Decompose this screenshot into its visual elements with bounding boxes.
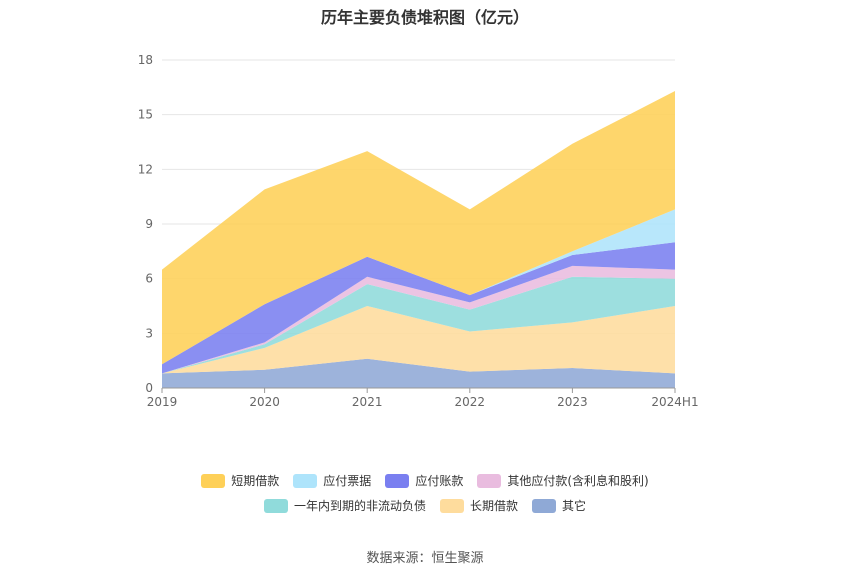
- y-tick-label: 3: [145, 326, 153, 340]
- x-tick-label: 2021: [352, 395, 383, 409]
- legend-label: 短期借款: [231, 474, 280, 488]
- area-series-6: [162, 91, 675, 365]
- y-tick-label: 18: [138, 53, 153, 67]
- legend-row-1: 短期借款 应付票据 应付账款 其他应付款(含利息和股利): [0, 472, 850, 489]
- y-axis-labels: 0 3 6 9 12 15 18: [138, 53, 153, 395]
- legend-swatch: [385, 473, 410, 488]
- legend-label: 长期借款: [469, 499, 518, 513]
- legend-label: 应付账款: [415, 474, 464, 488]
- legend-row-2: 一年内到期的非流动负债 长期借款 其它: [0, 497, 850, 514]
- legend-item[interactable]: 短期借款: [201, 472, 279, 489]
- legend-swatch: [293, 473, 318, 488]
- area-series-3: [162, 265, 675, 374]
- x-axis-labels: 2019 2020 2021 2022 2023 2024H1: [147, 395, 699, 409]
- chart-title: 历年主要负债堆积图（亿元）: [320, 8, 529, 27]
- legend-label: 应付票据: [323, 474, 372, 488]
- area-series-0: [162, 358, 675, 388]
- y-tick-label: 0: [145, 381, 153, 395]
- y-tick-label: 15: [138, 108, 153, 122]
- legend-swatch: [263, 498, 288, 513]
- source-note: 数据来源：恒生聚源: [366, 551, 484, 566]
- x-tick-label: 2020: [249, 395, 280, 409]
- y-tick-label: 9: [145, 217, 153, 231]
- x-tick-label: 2019: [147, 395, 178, 409]
- legend: 短期借款 应付票据 应付账款 其他应付款(含利息和股利) 一年内到期的非流动负债 长期借…: [0, 472, 850, 522]
- legend-item[interactable]: 长期借款: [439, 497, 518, 514]
- legend-item[interactable]: 其他应付款(含利息和股利): [477, 472, 649, 489]
- area-series: [162, 91, 675, 388]
- legend-item[interactable]: 应付账款: [385, 472, 463, 489]
- legend-label: 一年内到期的非流动负债: [293, 499, 426, 513]
- legend-label: 其它: [562, 499, 587, 513]
- y-tick-label: 12: [138, 162, 153, 176]
- x-tick-label: 2024H1: [651, 395, 698, 409]
- stacked-area-chart: 0 3 6 9 12 15 18 2019 2020 2021 2022 2023 2024H1: [138, 53, 699, 409]
- area-series-1: [162, 306, 675, 374]
- legend-label: 其他应付款(含利息和股利): [507, 474, 649, 488]
- legend-swatch: [201, 473, 226, 488]
- area-series-2: [162, 276, 675, 374]
- legend-item[interactable]: 一年内到期的非流动负债: [263, 497, 426, 514]
- legend-item[interactable]: 其它: [532, 497, 586, 514]
- legend-swatch: [532, 498, 556, 513]
- legend-swatch: [439, 498, 464, 513]
- legend-swatch: [477, 473, 502, 488]
- legend-item[interactable]: 应付票据: [293, 472, 371, 489]
- area-series-4: [162, 242, 675, 374]
- y-tick-label: 6: [145, 272, 153, 286]
- x-tick-label: 2023: [557, 395, 588, 409]
- x-tick-label: 2022: [455, 395, 486, 409]
- x-axis: [161, 387, 676, 393]
